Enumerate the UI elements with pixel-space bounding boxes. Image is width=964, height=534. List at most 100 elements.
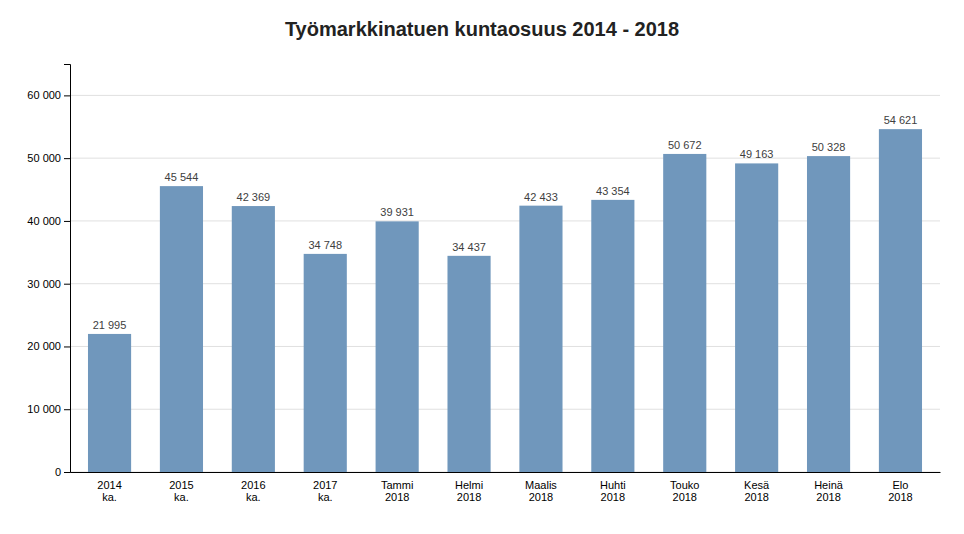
bar bbox=[807, 156, 850, 472]
x-tick: Touko2018 bbox=[670, 479, 699, 504]
x-axis-line bbox=[71, 472, 941, 473]
chart: Työmarkkinatuen kuntaosuus 2014 - 2018 0 1… bbox=[0, 0, 964, 534]
x-tick-label-line: 2018 bbox=[529, 491, 553, 503]
x-tick-label: Touko2018 bbox=[670, 479, 699, 504]
bar bbox=[88, 334, 131, 472]
y-tick: 10 000 bbox=[27, 403, 70, 415]
x-tick: Elo2018 bbox=[888, 479, 912, 504]
bar bbox=[879, 129, 922, 472]
bar bbox=[447, 256, 490, 472]
title: Työmarkkinatuen kuntaosuus 2014 - 2018 bbox=[285, 18, 679, 40]
data-label: 54 621 bbox=[884, 114, 918, 126]
data-label: 21 995 bbox=[93, 319, 127, 331]
x-tick: Maalis2018 bbox=[525, 479, 557, 504]
x-tick-label: Helmi2018 bbox=[455, 479, 483, 504]
grid-line bbox=[70, 95, 940, 96]
x-tick-label-line: Huhti bbox=[600, 479, 626, 491]
data-label: 50 672 bbox=[668, 139, 702, 151]
x-tick-label-line: 2018 bbox=[888, 491, 912, 503]
y-tick-mark bbox=[64, 409, 70, 410]
bar bbox=[735, 163, 778, 472]
y-tick-label: 30 000 bbox=[27, 278, 61, 290]
x-tick-label-line: 2017 bbox=[313, 479, 337, 491]
bar bbox=[519, 206, 562, 472]
x-tick-label-line: Tammi bbox=[381, 479, 413, 491]
y-tick: 40 000 bbox=[27, 215, 70, 227]
y-tick: 60 000 bbox=[27, 89, 70, 101]
y-tick-mark bbox=[64, 158, 70, 159]
data-label: 49 163 bbox=[740, 148, 774, 160]
y-tick-mark bbox=[64, 472, 70, 473]
y-tick-label: 0 bbox=[55, 466, 61, 478]
x-axis: 2014ka.2015ka.2016ka.2017ka.Tammi2018Hel… bbox=[71, 473, 941, 504]
x-tick: Kesä2018 bbox=[744, 479, 770, 504]
x-tick-label-line: ka. bbox=[246, 491, 261, 503]
data-label: 43 354 bbox=[596, 185, 630, 197]
x-tick-label: Heinä2018 bbox=[814, 479, 844, 504]
bar bbox=[304, 254, 347, 472]
x-tick-label-line: 2016 bbox=[241, 479, 265, 491]
x-tick: 2014ka. bbox=[97, 479, 121, 504]
x-tick: 2017ka. bbox=[313, 479, 337, 504]
x-tick-label: Elo2018 bbox=[888, 479, 912, 504]
y-tick-label: 20 000 bbox=[27, 340, 61, 352]
x-tick-label: 2017ka. bbox=[313, 479, 337, 504]
x-tick-label-line: Helmi bbox=[455, 479, 483, 491]
x-tick-label-line: Touko bbox=[670, 479, 699, 491]
bars bbox=[88, 129, 922, 472]
data-label: 45 544 bbox=[165, 171, 199, 183]
x-tick: 2016ka. bbox=[241, 479, 265, 504]
x-tick-label-line: 2018 bbox=[457, 491, 481, 503]
y-tick-mark bbox=[64, 284, 70, 285]
x-tick: 2015ka. bbox=[169, 479, 193, 504]
y-tick: 30 000 bbox=[27, 278, 70, 290]
data-labels: 21 995 45 544 42 369 34 748 39 931 34 437 42 4… bbox=[93, 114, 918, 331]
x-tick-label-line: Maalis bbox=[525, 479, 557, 491]
x-tick: Tammi2018 bbox=[381, 479, 413, 504]
y-tick: 20 000 bbox=[27, 340, 70, 352]
plot: 0 10 000 20 000 30 000 40 000 50 000 60 000 201… bbox=[27, 65, 940, 504]
bar bbox=[232, 206, 275, 472]
x-tick-label: Tammi2018 bbox=[381, 479, 413, 504]
y-tick: 0 bbox=[55, 466, 70, 478]
x-tick-label: Kesä2018 bbox=[744, 479, 770, 504]
x-tick-label: Huhti2018 bbox=[600, 479, 626, 504]
x-tick-label-line: Kesä bbox=[744, 479, 770, 491]
data-label: 39 931 bbox=[380, 206, 414, 218]
y-tick-label: 10 000 bbox=[27, 403, 61, 415]
x-tick-label-line: 2018 bbox=[673, 491, 697, 503]
data-label: 50 328 bbox=[812, 141, 846, 153]
x-tick-label-line: Heinä bbox=[814, 479, 844, 491]
x-tick-label: 2015ka. bbox=[169, 479, 193, 504]
x-tick-label-line: 2015 bbox=[169, 479, 193, 491]
x-tick-label-line: Elo bbox=[893, 479, 909, 491]
x-tick: Huhti2018 bbox=[600, 479, 626, 504]
x-tick-label-line: 2018 bbox=[385, 491, 409, 503]
data-label: 42 369 bbox=[237, 191, 271, 203]
x-tick-label-line: 2018 bbox=[744, 491, 768, 503]
data-label: 34 748 bbox=[308, 239, 342, 251]
bar bbox=[591, 200, 634, 472]
x-tick-label-line: ka. bbox=[318, 491, 333, 503]
y-tick: 50 000 bbox=[27, 152, 70, 164]
y-tick-mark bbox=[64, 221, 70, 222]
x-tick-label-line: 2018 bbox=[601, 491, 625, 503]
y-axis: 0 10 000 20 000 30 000 40 000 50 000 60 000 bbox=[27, 65, 70, 479]
x-tick-label: 2014ka. bbox=[97, 479, 121, 504]
x-tick-label-line: ka. bbox=[102, 491, 117, 503]
y-tick-label: 40 000 bbox=[27, 215, 61, 227]
bar bbox=[376, 221, 419, 472]
y-tick-mark bbox=[64, 95, 70, 96]
x-tick-label: 2016ka. bbox=[241, 479, 265, 504]
grid bbox=[70, 95, 940, 472]
x-tick-label: Maalis2018 bbox=[525, 479, 557, 504]
x-tick-label-line: ka. bbox=[174, 491, 189, 503]
bar bbox=[663, 154, 706, 472]
y-tick-mark bbox=[64, 346, 70, 347]
data-label: 42 433 bbox=[524, 191, 558, 203]
x-tick-label-line: 2014 bbox=[97, 479, 121, 491]
data-label: 34 437 bbox=[452, 241, 486, 253]
x-tick: Heinä2018 bbox=[814, 479, 844, 504]
y-tick-label: 60 000 bbox=[27, 89, 61, 101]
y-axis-line bbox=[64, 65, 71, 473]
